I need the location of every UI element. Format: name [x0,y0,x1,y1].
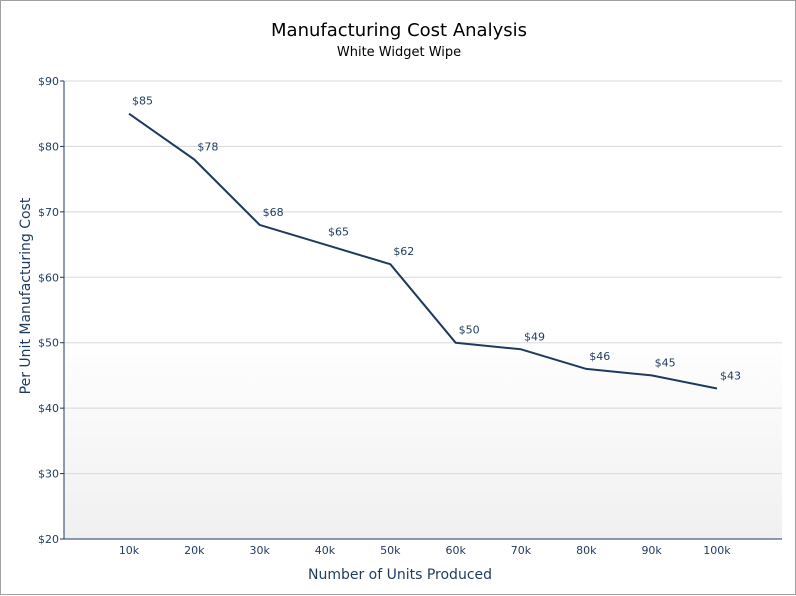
x-tick-label: 30k [249,544,270,557]
data-label: $68 [263,206,284,219]
data-label: $43 [720,370,741,383]
chart-title: Manufacturing Cost Analysis [271,20,527,41]
data-label: $50 [459,324,480,337]
y-tick-label: $20 [38,533,59,546]
y-axis-title: Per Unit Manufacturing Cost [18,197,34,394]
data-label: $45 [655,356,676,369]
x-tick-label: 100k [703,544,731,557]
y-tick-label: $40 [38,402,59,415]
data-label: $62 [393,245,414,258]
x-tick-label: 70k [511,544,532,557]
data-label: $65 [328,226,349,239]
x-tick-label: 20k [184,544,205,557]
y-tick-label: $50 [38,337,59,350]
x-tick-label: 40k [315,544,336,557]
data-labels: $85 $78 $68 $65 $62 $50 $49 $46 $45 $43 [132,95,741,383]
x-tick-label: 10k [119,544,140,557]
y-tick-label: $90 [38,75,59,88]
y-tick-label: $30 [38,468,59,481]
y-tick-label: $70 [38,206,59,219]
series-line [128,112,718,390]
data-label: $78 [197,141,218,154]
x-tick-label: 50k [380,544,401,557]
x-tick-label: 60k [445,544,466,557]
data-label: $85 [132,95,153,108]
y-tick-labels: $20 $30 $40 $50 $60 $70 $80 $90 [38,75,64,546]
y-tick-label: $80 [38,140,59,153]
plot-area [64,81,782,539]
x-tick-label: 90k [641,544,662,557]
x-tick-labels: 10k 20k 30k 40k 50k 60k 70k 80k 90k 100k [119,544,731,557]
grid-lines [64,80,782,475]
x-tick-label: 80k [576,544,597,557]
data-label: $49 [524,330,545,343]
x-axis-title: Number of Units Produced [308,567,492,583]
data-label: $46 [589,350,610,363]
y-tick-label: $60 [38,271,59,284]
chart-subtitle: White Widget Wipe [337,45,461,60]
